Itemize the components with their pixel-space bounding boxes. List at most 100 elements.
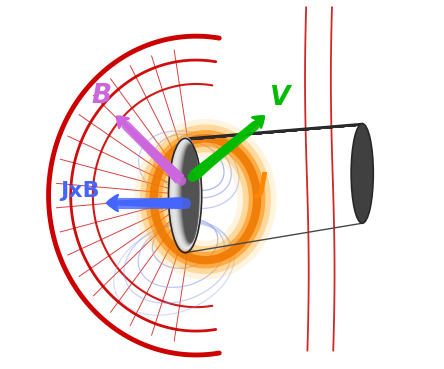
Text: B: B — [91, 83, 111, 109]
Polygon shape — [185, 124, 362, 140]
Ellipse shape — [179, 143, 200, 244]
Polygon shape — [185, 124, 362, 140]
Polygon shape — [185, 125, 362, 141]
Polygon shape — [185, 124, 362, 140]
Polygon shape — [185, 124, 362, 140]
Ellipse shape — [173, 139, 201, 248]
Polygon shape — [185, 124, 362, 140]
Ellipse shape — [176, 141, 200, 246]
Polygon shape — [185, 124, 362, 140]
Ellipse shape — [181, 144, 199, 243]
Polygon shape — [185, 124, 362, 141]
Polygon shape — [185, 124, 362, 139]
Polygon shape — [185, 124, 362, 139]
Polygon shape — [185, 124, 362, 140]
Ellipse shape — [171, 138, 201, 249]
Polygon shape — [185, 124, 362, 140]
Ellipse shape — [177, 142, 200, 245]
Polygon shape — [185, 124, 362, 140]
Polygon shape — [185, 124, 362, 141]
Ellipse shape — [179, 144, 199, 244]
Polygon shape — [185, 124, 362, 140]
Polygon shape — [185, 124, 362, 140]
Polygon shape — [185, 124, 362, 140]
Polygon shape — [185, 124, 362, 140]
Polygon shape — [185, 124, 362, 140]
Polygon shape — [185, 125, 362, 141]
Polygon shape — [185, 124, 362, 140]
Polygon shape — [185, 124, 362, 140]
Polygon shape — [185, 124, 362, 141]
Polygon shape — [185, 124, 362, 140]
Ellipse shape — [182, 145, 199, 243]
Polygon shape — [185, 124, 362, 139]
Polygon shape — [185, 124, 362, 141]
Polygon shape — [185, 124, 362, 140]
Polygon shape — [185, 124, 362, 141]
Polygon shape — [185, 124, 362, 140]
Polygon shape — [185, 124, 362, 140]
Polygon shape — [185, 124, 362, 141]
Polygon shape — [185, 124, 362, 140]
Ellipse shape — [174, 140, 201, 248]
Polygon shape — [185, 124, 362, 140]
Polygon shape — [185, 124, 362, 141]
Polygon shape — [185, 125, 362, 141]
Ellipse shape — [178, 143, 200, 245]
Polygon shape — [185, 124, 362, 141]
Polygon shape — [185, 124, 362, 140]
Polygon shape — [185, 124, 362, 140]
Polygon shape — [185, 124, 362, 140]
Ellipse shape — [178, 142, 200, 245]
Ellipse shape — [174, 140, 201, 247]
Ellipse shape — [180, 144, 199, 244]
Polygon shape — [185, 124, 362, 140]
Polygon shape — [185, 124, 362, 139]
Polygon shape — [185, 124, 362, 140]
Polygon shape — [185, 124, 362, 140]
Polygon shape — [185, 124, 362, 140]
Polygon shape — [185, 124, 362, 140]
Polygon shape — [185, 124, 362, 140]
Polygon shape — [185, 124, 362, 140]
Ellipse shape — [178, 142, 200, 245]
Polygon shape — [185, 124, 362, 141]
Polygon shape — [185, 124, 362, 139]
Polygon shape — [185, 124, 362, 140]
Polygon shape — [185, 124, 362, 140]
Polygon shape — [185, 124, 362, 139]
Ellipse shape — [172, 139, 201, 249]
Polygon shape — [185, 124, 362, 140]
Ellipse shape — [177, 142, 200, 246]
Polygon shape — [185, 124, 362, 140]
Polygon shape — [185, 124, 362, 140]
Polygon shape — [185, 124, 362, 139]
Text: V: V — [270, 85, 290, 111]
Ellipse shape — [181, 144, 199, 244]
Polygon shape — [185, 124, 362, 140]
Ellipse shape — [175, 141, 200, 246]
Ellipse shape — [170, 137, 202, 250]
Polygon shape — [185, 124, 362, 140]
Polygon shape — [185, 124, 362, 141]
Polygon shape — [185, 124, 362, 140]
Polygon shape — [185, 124, 362, 140]
Polygon shape — [185, 124, 362, 140]
Polygon shape — [185, 124, 362, 140]
Polygon shape — [185, 124, 362, 139]
Polygon shape — [185, 124, 362, 140]
Polygon shape — [185, 124, 362, 139]
Ellipse shape — [173, 139, 201, 248]
Polygon shape — [185, 125, 362, 141]
Polygon shape — [185, 124, 362, 140]
Polygon shape — [185, 125, 362, 141]
Polygon shape — [185, 124, 362, 140]
Polygon shape — [185, 124, 362, 141]
Polygon shape — [185, 124, 362, 140]
Polygon shape — [185, 124, 362, 140]
Polygon shape — [185, 124, 362, 141]
Polygon shape — [185, 124, 362, 140]
Polygon shape — [185, 124, 362, 140]
Ellipse shape — [175, 141, 200, 247]
Polygon shape — [185, 124, 362, 140]
